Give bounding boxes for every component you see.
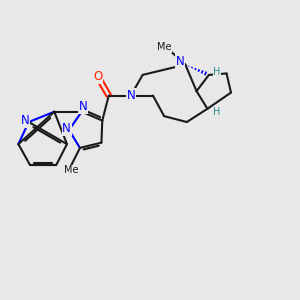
Text: N: N — [176, 55, 184, 68]
Text: O: O — [93, 70, 103, 83]
Text: Me: Me — [157, 42, 171, 52]
Text: H: H — [213, 107, 220, 117]
Text: N: N — [21, 114, 29, 127]
Text: N: N — [62, 122, 71, 135]
Text: N: N — [79, 100, 88, 113]
Text: N: N — [127, 89, 135, 102]
Text: H: H — [213, 67, 221, 77]
Text: Me: Me — [64, 165, 79, 175]
